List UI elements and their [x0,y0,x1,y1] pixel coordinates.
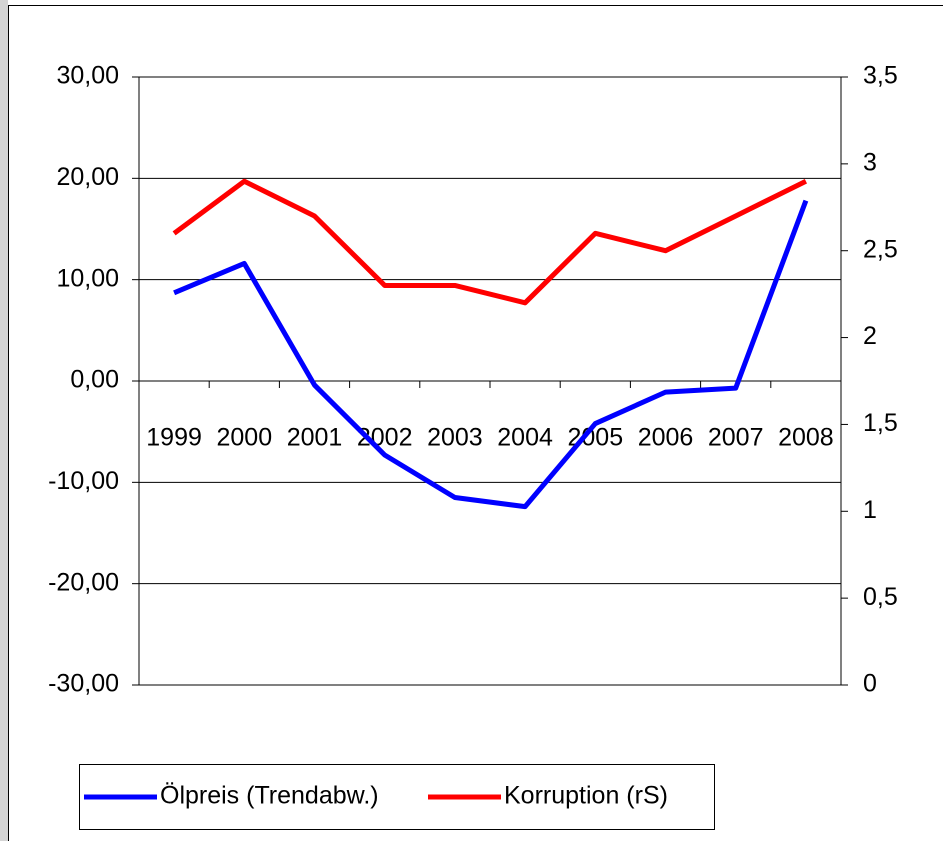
y2-tick-label: 3,5 [863,62,898,90]
y2-tick-label: 2 [863,322,877,350]
y2-tick-label: 0,5 [863,583,898,611]
x-tick-label: 2006 [638,424,694,452]
x-tick-label: 2000 [216,424,272,452]
legend-label: Korruption (rS) [504,782,668,810]
series-line [173,199,809,510]
y-tick-label: 20,00 [56,163,119,191]
x-tick-label: 1999 [146,424,202,452]
x-tick-label: 2003 [427,424,483,452]
y-tick-label: -20,00 [48,568,119,596]
chart-frame [8,5,943,841]
y2-tick-label: 1 [863,496,877,524]
y-tick-label: -30,00 [48,670,119,698]
x-tick-label: 2004 [497,424,553,452]
y-tick-label: -10,00 [48,467,119,495]
legend-label: Ölpreis (Trendabw.) [160,782,379,810]
y2-tick-label: 2,5 [863,235,898,263]
legend-box [79,764,715,830]
side-strip [0,0,8,841]
y2-tick-label: 3 [863,148,877,176]
y2-tick-label: 1,5 [863,409,898,437]
x-tick-label: 2007 [708,424,764,452]
y-tick-label: 30,00 [56,62,119,90]
series-line [172,178,808,306]
x-tick-label: 2008 [778,424,834,452]
y-tick-label: 0,00 [70,366,119,394]
y-tick-label: 10,00 [56,264,119,292]
y2-tick-label: 0 [863,670,877,698]
x-tick-label: 2001 [287,424,343,452]
